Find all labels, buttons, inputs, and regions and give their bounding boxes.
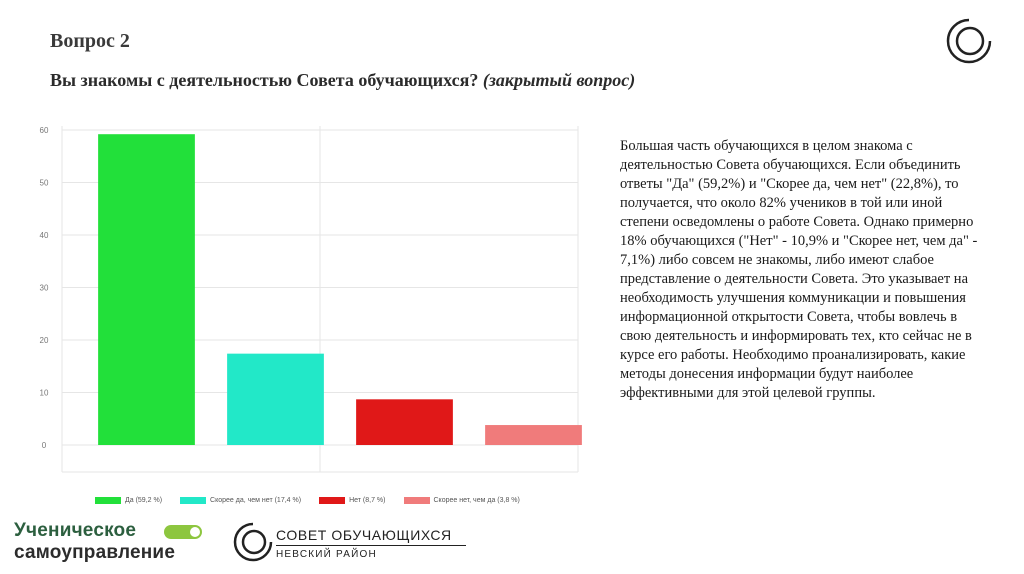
legend-swatch [180,497,207,504]
slide-title: Вопрос 2 [50,30,130,52]
description-text: Большая часть обучающихся в целом знаком… [620,138,978,401]
legend-item: Нет (8,7 %) [319,497,386,504]
logo-line-1: Ученическое [14,520,137,541]
bar-2 [227,353,324,445]
divider [276,545,466,546]
slide-subtitle: Вы знакомы с деятельностью Совета обучаю… [50,70,635,91]
circle-logo-icon [946,18,992,64]
y-tick-label: 30 [40,284,49,293]
y-tick-label: 60 [40,126,49,135]
council-district: НЕВСКИЙ РАЙОН [276,549,377,560]
legend-swatch [319,497,346,504]
legend-label: Да (59,2 %) [125,497,163,504]
y-axis-ticks: 0 10 20 30 40 50 60 [40,126,49,450]
legend-item: Да (59,2 %) [95,497,162,504]
y-tick-label: 10 [40,389,49,398]
logo-line-2: самоуправление [14,542,176,563]
y-tick-label: 40 [40,231,49,240]
legend-item: Скорее да, чем нет (17,4 %) [180,497,301,504]
subtitle-note: (закрытый вопрос) [478,70,636,90]
toggle-icon [164,525,202,539]
chart-bars [98,134,582,445]
chart-legend: Да (59,2 %) Скорее да, чем нет (17,4 %) Не… [95,497,520,504]
bar-chart: 0 10 20 30 40 50 60 [40,126,582,473]
bar-1 [98,134,195,445]
legend-label: Скорее да, чем нет (17,4 %) [210,497,302,504]
legend-item: Скорее нет, чем да (3,8 %) [403,497,520,504]
y-tick-label: 0 [42,441,47,450]
y-tick-label: 20 [40,336,49,345]
bar-4 [485,425,582,445]
legend-label: Нет (8,7 %) [349,497,386,504]
subtitle-question: Вы знакомы с деятельностью Совета обучаю… [50,70,479,90]
y-tick-label: 50 [40,179,49,188]
council-name: СОВЕТ ОБУЧАЮЩИХСЯ [276,527,452,543]
student-council-logo: СОВЕТ ОБУЧАЮЩИХСЯ НЕВСКИЙ РАЙОН [232,519,472,569]
circle-logo-icon [233,522,273,562]
legend-swatch [95,497,121,504]
bar-3 [356,399,453,445]
student-self-government-logo: Ученическое самоуправление [14,520,204,564]
legend-label: Скорее нет, чем да (3,8 %) [433,497,520,504]
legend-swatch [403,497,430,504]
